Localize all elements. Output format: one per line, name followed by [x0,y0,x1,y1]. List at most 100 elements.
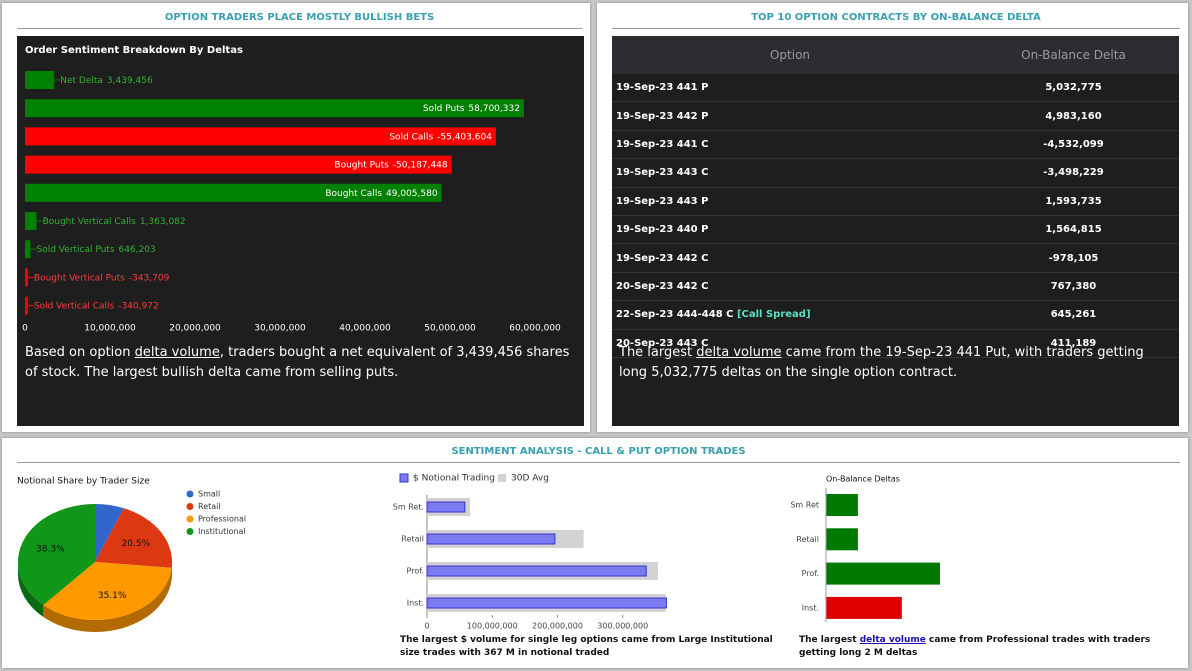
contracts-table: Option On-Balance Delta 19-Sep-23 441 P 5… [612,36,1179,358]
link[interactable]: delta volume [859,635,926,645]
option: 22-Sep-23 444-448 C [616,309,734,321]
option: 20-Sep-23 442 C [616,280,709,292]
legend-marker [186,515,194,523]
option: 19-Sep-23 441 C [616,138,709,150]
option-cell: 19-Sep-23 442 C [612,243,968,273]
value-label: -50,187,448 [393,160,448,170]
x-tick-label: 50,000,000 [424,324,476,334]
value-label: -343,709 [129,273,170,283]
category: Bought Vertical Calls [43,217,137,227]
bar [426,501,466,513]
table-row: 19-Sep-23 441 P 5,032,775 [612,74,1179,103]
category: Bought Puts [334,160,389,170]
panel-title: TOP 10 OPTION CONTRACTS BY ON-BALANCE DE… [612,12,1180,29]
bar-label: Sold Calls -55,403,604 [389,132,492,142]
note: The largest delta volume came from the 1… [619,343,1164,383]
delta-cell: 4,983,160 [968,101,1179,131]
table-header: On-Balance Delta [968,36,1179,74]
y-tick-label: Prof. [407,567,424,576]
value-label: -340,972 [118,301,158,311]
bar [25,268,28,287]
x-tick-label: 0 [424,622,429,631]
value-label: -55,403,604 [437,132,492,142]
table-row: 19-Sep-23 440 P 1,564,815 [612,215,1179,245]
table-background: Option On-Balance Delta 19-Sep-23 441 P 5… [612,36,1179,426]
note-text: The largest [799,635,860,645]
chart-title: On-Balance Deltas [826,475,900,484]
bar [25,127,496,146]
legend-label: Retail [198,502,221,511]
option-cell: 20-Sep-23 443 C [612,329,968,358]
pie-slice [18,504,95,606]
delta-cell: -4,532,099 [968,130,1179,160]
bar [826,596,902,619]
table-row: 19-Sep-23 443 C -3,498,229 [612,158,1179,188]
bar [25,212,37,230]
table-row: 19-Sep-23 441 C -4,532,099 [612,130,1179,160]
bar-label: Bought Puts -50,187,448 [334,160,447,170]
bar-label: Sold Vertical Calls -340,972 [34,301,159,311]
pie-slice [95,504,124,562]
bar [25,240,31,259]
x-tick-label: 100,000,000 [467,622,518,631]
value-label: 3,439,456 [107,76,153,86]
table-row: 20-Sep-23 442 C 767,380 [612,272,1179,302]
option-cell: 19-Sep-23 442 P [612,101,968,131]
delta-cell: -978,105 [968,243,1179,273]
option: 19-Sep-23 440 P [616,224,709,236]
slice-label: 20.5% [122,539,151,549]
value-label: 58,700,332 [468,104,520,114]
option: 19-Sep-23 443 P [616,195,709,207]
legend-label: Small [198,490,220,499]
delta-cell: 1,564,815 [968,215,1179,245]
bar [25,71,55,89]
pie-slice [95,508,172,568]
option-cell: 22-Sep-23 444-448 C [Call Spread] [612,300,968,330]
x-tick-label: 20,000,000 [169,324,221,334]
bar [426,565,647,577]
legend-marker [186,490,194,498]
x-tick-label: 10,000,000 [84,324,136,334]
category: Net Delta [60,76,103,86]
category: Sold Vertical Puts [36,245,114,255]
legend-marker [399,473,409,483]
panel: SENTIMENT ANALYSIS - CALL & PUT OPTION T… [2,438,1188,668]
table-row: 19-Sep-23 442 P 4,983,160 [612,101,1179,131]
bar [25,183,442,202]
delta-cell: -3,498,229 [968,158,1179,188]
value-label: 1,363,082 [140,217,186,227]
chart-title: Order Sentiment Breakdown By Deltas [25,45,243,56]
note: The largest delta volume came from Profe… [799,634,1159,660]
option-cell: 20-Sep-23 442 C [612,272,968,302]
option-cell: 19-Sep-23 440 P [612,215,968,245]
table-row: 22-Sep-23 444-448 C [Call Spread] 645,261 [612,300,1179,330]
y-tick-label: Inst. [802,603,819,612]
link[interactable]: delta volume [696,345,782,360]
value-label: 646,203 [119,245,156,255]
delta-cell: 411,189 [968,329,1179,358]
panel-title: OPTION TRADERS PLACE MOSTLY BULLISH BETS [17,12,582,29]
delta-cell: 1,593,735 [968,187,1179,216]
y-tick-label: Retail [796,535,819,544]
note-text: , traders bought a net equivalent of 3,4… [25,345,570,380]
legend-label: 30D Avg [511,474,549,484]
table-header: Option [612,36,968,74]
option: 19-Sep-23 442 C [616,252,709,264]
option-cell: 19-Sep-23 443 C [612,158,968,188]
x-tick-label: 30,000,000 [254,324,306,334]
note: The largest $ volume for single leg opti… [400,635,773,658]
bar-label: Net Delta 3,439,456 [60,76,153,86]
x-tick-label: 300,000,000 [597,622,648,631]
delta-cell: 645,261 [968,300,1179,330]
x-tick-label: 40,000,000 [339,324,391,334]
bar-label: Sold Puts 58,700,332 [423,104,520,114]
category: Bought Calls [325,188,382,198]
panel-title: SENTIMENT ANALYSIS - CALL & PUT OPTION T… [17,446,1180,463]
table-row: 19-Sep-23 443 P 1,593,735 [612,187,1179,216]
delta-cell: 767,380 [968,272,1179,302]
bar [426,533,556,545]
category: Sold Puts [423,104,465,114]
y-tick-label: Inst. [407,599,424,608]
link[interactable]: delta volume [134,345,220,360]
